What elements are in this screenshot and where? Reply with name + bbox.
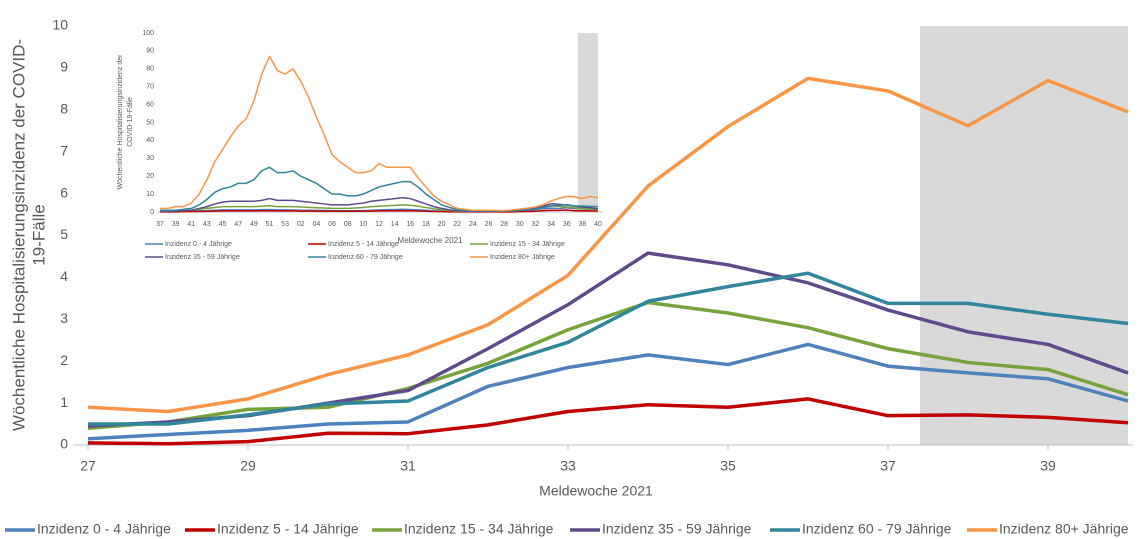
y-tick-label: 70 [146,84,154,91]
y-tick-label: 90 [146,48,154,55]
y-axis-title: COVID-19-Fälle [127,97,134,147]
x-tick-label: 20 [438,221,446,228]
x-tick-label: 36 [563,221,571,228]
x-tick-label: 38 [578,221,586,228]
x-tick-label: 45 [219,221,227,228]
x-tick-label: 27 [80,458,96,474]
x-tick-label: 33 [560,458,576,474]
y-tick-label: 50 [146,119,154,126]
series-line [87,300,1129,430]
y-tick-label: 80 [146,66,154,73]
y-tick-label: 8 [60,101,68,117]
incomplete-data-region [920,26,1128,445]
legend-label: Inzidenz 0 - 4 Jährige [165,241,232,248]
y-tick-label: 10 [146,191,154,198]
incomplete-data-region [577,33,598,212]
legend-label: Inzidenz 60 - 79 Jährige [328,254,403,261]
y-tick-label: 0 [60,436,68,452]
x-tick-label: 39 [172,221,180,228]
x-tick-label: 18 [422,221,430,228]
x-tick-label: 04 [313,221,321,228]
series-line [160,166,599,212]
x-tick-label: 35 [720,458,736,474]
legend-label: Inzidenz 35 - 59 Jährige [602,521,752,537]
x-tick-label: 12 [375,221,383,228]
x-tick-label: 06 [328,221,336,228]
series-line [87,342,1129,441]
y-tick-label: 7 [60,142,68,158]
x-tick-label: 02 [297,221,305,228]
x-tick-label: 29 [240,458,256,474]
x-tick-label: 40 [594,221,602,228]
legend-label: Inzidenz 0 - 4 Jährige [37,521,171,537]
chart-panel: 37 39 41 43 45 47 49 51 53 02 04 06 08 10 12 14 16 18 20 22… [117,33,603,261]
x-tick-label: 10 [359,221,367,228]
x-tick-label: 37 [880,458,896,474]
y-tick-label: 6 [60,184,68,200]
x-tick-label: 24 [469,221,477,228]
y-tick-label: 60 [146,101,154,108]
x-tick-label: 41 [187,221,195,228]
y-tick-label: 100 [142,30,154,37]
x-axis-title: Meldewoche 2021 [539,483,653,499]
y-tick-label: 3 [60,310,68,326]
series-line [160,209,599,213]
legend-label: Inzidenz 80+ Jährige [490,254,555,261]
x-tick-label: 43 [203,221,211,228]
y-axis-title: 19-Fälle [29,204,48,265]
y-tick-label: 2 [60,352,68,368]
series-line [87,76,1129,414]
x-tick-label: 34 [547,221,555,228]
y-tick-label: 5 [60,226,68,242]
legend-label: Inzidenz 5 - 14 Jährige [217,521,359,537]
x-tick-label: 47 [234,221,242,228]
x-tick-label: 14 [391,221,399,228]
legend-label: Inzidenz 5 - 14 Jährige [328,241,399,248]
x-tick-label: 32 [532,221,540,228]
x-tick-label: 08 [344,221,352,228]
series-line [160,55,599,212]
x-tick-label: 30 [516,221,524,228]
legend-label: Inzidenz 80+ Jährige [999,521,1129,537]
y-tick-label: 10 [52,17,68,33]
y-axis-title: Wöchentliche Hospitalisierungsinzidenz d… [9,39,28,431]
x-tick-label: 22 [453,221,461,228]
x-tick-label: 53 [281,221,289,228]
legend-label: Inzidenz 35 - 59 Jährige [165,254,240,261]
x-tick-label: 49 [250,221,258,228]
y-tick-label: 40 [146,137,154,144]
x-tick-label: 26 [485,221,493,228]
legend-label: Inzidenz 15 - 34 Jährige [490,241,565,248]
y-tick-label: 4 [60,268,68,284]
y-axis-title: Wöchentliche Hospitalisierungsinzidenz d… [117,54,124,190]
legend-label: Inzidenz 60 - 79 Jährige [802,521,952,537]
y-tick-label: 1 [60,394,68,410]
x-tick-label: 37 [156,221,164,228]
y-tick-label: 20 [146,173,154,180]
y-tick-label: 0 [150,209,154,216]
y-tick-label: 30 [146,155,154,162]
y-tick-label: 9 [60,59,68,75]
x-tick-label: 51 [266,221,274,228]
series-line [88,271,1129,426]
legend-label: Inzidenz 15 - 34 Jährige [404,521,554,537]
x-tick-label: 16 [406,221,414,228]
series-line [87,397,1129,446]
x-tick-label: 28 [500,221,508,228]
x-tick-label: 39 [1040,458,1056,474]
x-axis-title: Meldewoche 2021 [398,236,463,245]
x-tick-label: 31 [400,458,416,474]
